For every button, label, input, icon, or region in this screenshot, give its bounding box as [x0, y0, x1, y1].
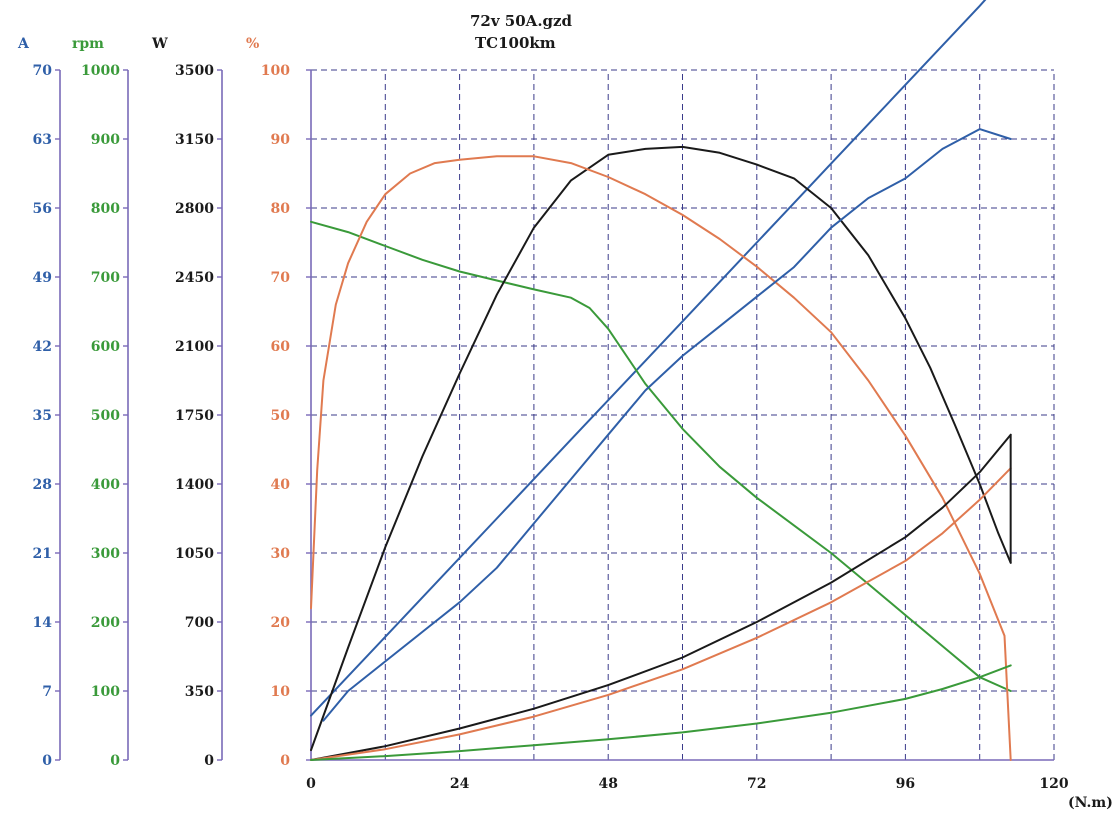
speed-tick-label: 200 — [91, 615, 120, 631]
efficiency-tick-label: 80 — [271, 201, 291, 217]
curves — [310, 0, 1012, 761]
current-tick-label: 21 — [33, 546, 52, 562]
speed-tick-label: 400 — [91, 477, 120, 493]
efficiency-tick-label: 90 — [271, 132, 291, 148]
x-tick-label: 120 — [1039, 776, 1068, 792]
power-tick-label: 2100 — [175, 339, 214, 355]
power-tick-label: 0 — [204, 753, 214, 769]
power-tick-label: 350 — [185, 684, 214, 700]
speed_load_curve-series-line — [310, 433, 1012, 761]
speed-tick-label: 0 — [110, 753, 120, 769]
speed-tick-label: 300 — [91, 546, 120, 562]
speed_low_curve-series-line — [310, 664, 1012, 761]
power-tick-label: 1050 — [175, 546, 214, 562]
current-tick-label: 49 — [33, 270, 52, 286]
x-tick-label: 48 — [598, 776, 617, 792]
current_curve-series-line — [322, 128, 1012, 722]
efficiency_load_curve-series-line — [310, 467, 1012, 761]
power-tick-label: 2800 — [175, 201, 214, 217]
chart-title-line-2: TC100km — [475, 34, 556, 52]
efficiency-tick-label: 20 — [271, 615, 291, 631]
efficiency-tick-label: 40 — [271, 477, 291, 493]
power-series-line — [310, 145, 1012, 752]
efficiency-tick-label: 50 — [271, 408, 291, 424]
current-tick-label: 14 — [33, 615, 53, 631]
efficiency-tick-label: 100 — [261, 63, 290, 79]
efficiency-tick-label: 10 — [271, 684, 291, 700]
current-tick-label: 35 — [33, 408, 52, 424]
power-tick-label: 3150 — [175, 132, 214, 148]
speed-tick-label: 600 — [91, 339, 120, 355]
x-tick-label: 72 — [747, 776, 766, 792]
current-tick-label: 70 — [33, 63, 53, 79]
grid — [311, 69, 1055, 760]
power-tick-label: 1400 — [175, 477, 214, 493]
efficiency-axis-label: % — [246, 36, 259, 52]
power-axis-label: W — [151, 36, 168, 52]
power-tick-label: 3500 — [175, 63, 214, 79]
speed-tick-label: 1000 — [81, 63, 120, 79]
power-tick-label: 700 — [185, 615, 214, 631]
x-tick-label: 0 — [306, 776, 316, 792]
current-tick-label: 28 — [33, 477, 52, 493]
current-axis-label: A — [17, 36, 30, 52]
current-series-line — [310, 0, 987, 717]
current-tick-label: 56 — [33, 201, 52, 217]
labels: A07142128354249566370rpm0100200300400500… — [17, 36, 1069, 792]
efficiency-series-line — [310, 155, 1012, 761]
speed-tick-label: 800 — [91, 201, 120, 217]
power-tick-label: 1750 — [175, 408, 214, 424]
speed-tick-label: 100 — [91, 684, 120, 700]
x-tick-label: 24 — [450, 776, 470, 792]
speed-axis-label: rpm — [72, 36, 104, 52]
current-tick-label: 7 — [42, 684, 52, 700]
current-tick-label: 42 — [33, 339, 52, 355]
chart-title-line-1: 72v 50A.gzd — [470, 12, 573, 30]
speed-tick-label: 900 — [91, 132, 120, 148]
efficiency-tick-label: 70 — [271, 270, 291, 286]
speed-tick-label: 500 — [91, 408, 120, 424]
axes — [55, 69, 1054, 761]
speed-tick-label: 700 — [91, 270, 120, 286]
power-tick-label: 2450 — [175, 270, 214, 286]
efficiency-tick-label: 30 — [271, 546, 291, 562]
efficiency-tick-label: 0 — [280, 753, 290, 769]
x-axis-unit-label: (N.m) — [1068, 795, 1113, 811]
current-tick-label: 63 — [33, 132, 52, 148]
current-tick-label: 0 — [42, 753, 52, 769]
efficiency-tick-label: 60 — [271, 339, 291, 355]
x-tick-label: 96 — [896, 776, 915, 792]
speed-series-line — [310, 220, 1012, 692]
